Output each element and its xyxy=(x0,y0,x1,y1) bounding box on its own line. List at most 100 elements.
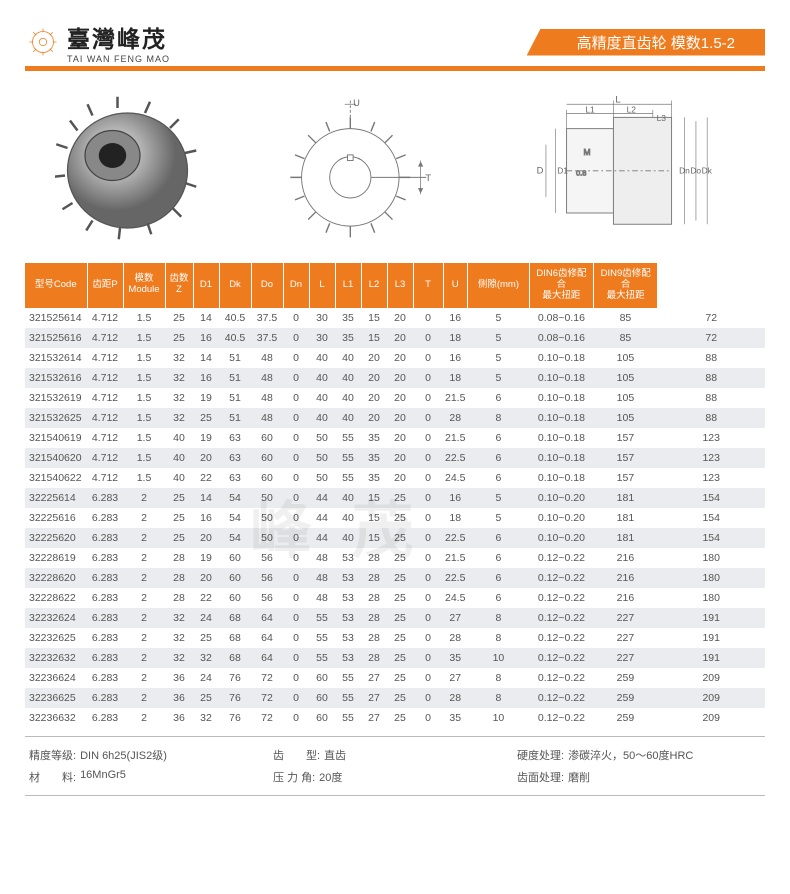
table-cell: 0.10~0.18 xyxy=(529,348,593,368)
table-cell: 0 xyxy=(283,608,309,628)
table-cell: 4.712 xyxy=(87,468,123,488)
table-cell: 5 xyxy=(467,488,529,508)
table-cell: 25 xyxy=(387,628,413,648)
col-header: 齿距P xyxy=(87,263,123,308)
table-cell: 157 xyxy=(593,448,657,468)
table-cell: 0.12~0.22 xyxy=(529,708,593,728)
table-cell: 20 xyxy=(387,428,413,448)
precision-label: 精度等级: xyxy=(29,747,76,763)
table-cell: 68 xyxy=(219,648,251,668)
table-cell: 76 xyxy=(219,668,251,688)
table-cell: 56 xyxy=(251,588,283,608)
table-cell: 0 xyxy=(283,488,309,508)
table-cell: 259 xyxy=(593,668,657,688)
label-L: L xyxy=(615,94,620,104)
table-cell: 181 xyxy=(593,528,657,548)
table-cell: 105 xyxy=(593,368,657,388)
table-cell: 2 xyxy=(123,668,165,688)
table-cell: 14 xyxy=(193,308,219,328)
surface-val: 磨削 xyxy=(568,769,590,785)
gear-logo-icon xyxy=(25,24,61,60)
table-row: 322286226.283228226056048532825024.560.1… xyxy=(25,588,765,608)
table-cell: 191 xyxy=(657,648,765,668)
table-cell: 105 xyxy=(593,348,657,368)
table-cell: 60 xyxy=(219,548,251,568)
table-cell: 22 xyxy=(193,588,219,608)
table-cell: 0.10~0.18 xyxy=(529,408,593,428)
table-cell: 8 xyxy=(467,668,529,688)
table-cell: 0 xyxy=(283,528,309,548)
table-cell: 35 xyxy=(361,428,387,448)
table-cell: 32228622 xyxy=(25,588,87,608)
table-cell: 25 xyxy=(387,508,413,528)
table-cell: 20 xyxy=(387,468,413,488)
table-cell: 6 xyxy=(467,528,529,548)
table-row: 322256166.28322516545004440152501850.10~… xyxy=(25,508,765,528)
table-cell: 0 xyxy=(413,668,443,688)
table-cell: 321540622 xyxy=(25,468,87,488)
table-cell: 259 xyxy=(593,708,657,728)
table-row: 3215326194.7121.532195148040402020021.56… xyxy=(25,388,765,408)
table-cell: 32225614 xyxy=(25,488,87,508)
table-row: 3215256144.7121.5251440.537.503035152001… xyxy=(25,308,765,328)
table-cell: 1.5 xyxy=(123,428,165,448)
table-cell: 63 xyxy=(219,428,251,448)
table-cell: 1.5 xyxy=(123,368,165,388)
table-cell: 2 xyxy=(123,548,165,568)
table-cell: 24.5 xyxy=(443,588,467,608)
table-cell: 0 xyxy=(413,608,443,628)
table-cell: 48 xyxy=(309,588,335,608)
table-cell: 28 xyxy=(165,548,193,568)
table-row: 3215326144.7121.53214514804040202001650.… xyxy=(25,348,765,368)
table-cell: 321540620 xyxy=(25,448,87,468)
table-cell: 6 xyxy=(467,588,529,608)
table-cell: 0.12~0.22 xyxy=(529,608,593,628)
gear-front-diagram-icon: U T xyxy=(265,93,445,243)
table-row: 322256206.283225205450044401525022.560.1… xyxy=(25,528,765,548)
table-cell: 60 xyxy=(309,708,335,728)
table-cell: 25 xyxy=(165,488,193,508)
table-cell: 88 xyxy=(657,368,765,388)
col-header: T xyxy=(413,263,443,308)
table-cell: 25 xyxy=(193,688,219,708)
table-cell: 21.5 xyxy=(443,548,467,568)
table-cell: 55 xyxy=(335,468,361,488)
table-cell: 32236632 xyxy=(25,708,87,728)
table-cell: 0 xyxy=(283,648,309,668)
spec-table: 型号Code齿距P模数Module齿数ZD1DkDoDnLL1L2L3TU侧隙(… xyxy=(25,263,765,728)
table-cell: 1.5 xyxy=(123,328,165,348)
table-cell: 32 xyxy=(165,608,193,628)
table-cell: 2 xyxy=(123,708,165,728)
col-header: U xyxy=(443,263,467,308)
table-cell: 227 xyxy=(593,648,657,668)
col-header: L1 xyxy=(335,263,361,308)
table-cell: 0 xyxy=(413,488,443,508)
table-cell: 40 xyxy=(335,388,361,408)
col-header: 型号Code xyxy=(25,263,87,308)
table-cell: 154 xyxy=(657,528,765,548)
table-cell: 25 xyxy=(193,408,219,428)
table-cell: 32 xyxy=(165,628,193,648)
label-L1: L1 xyxy=(585,105,595,115)
label-Dn: Dn xyxy=(679,166,690,176)
table-cell: 32 xyxy=(193,648,219,668)
table-cell: 40.5 xyxy=(219,308,251,328)
table-row: 3215326254.7121.53225514804040202002880.… xyxy=(25,408,765,428)
table-cell: 40 xyxy=(165,448,193,468)
table-cell: 321532614 xyxy=(25,348,87,368)
table-cell: 20 xyxy=(193,448,219,468)
table-cell: 4.712 xyxy=(87,328,123,348)
table-cell: 25 xyxy=(165,308,193,328)
table-cell: 105 xyxy=(593,408,657,428)
table-cell: 154 xyxy=(657,508,765,528)
table-cell: 181 xyxy=(593,508,657,528)
table-cell: 40 xyxy=(309,388,335,408)
svg-text:0.8: 0.8 xyxy=(576,169,586,178)
table-row: 322326256.28323225686405553282502880.12~… xyxy=(25,628,765,648)
table-cell: 21.5 xyxy=(443,388,467,408)
table-cell: 1.5 xyxy=(123,348,165,368)
table-cell: 18 xyxy=(443,368,467,388)
table-cell: 32232624 xyxy=(25,608,87,628)
table-cell: 20 xyxy=(387,348,413,368)
table-cell: 2 xyxy=(123,688,165,708)
